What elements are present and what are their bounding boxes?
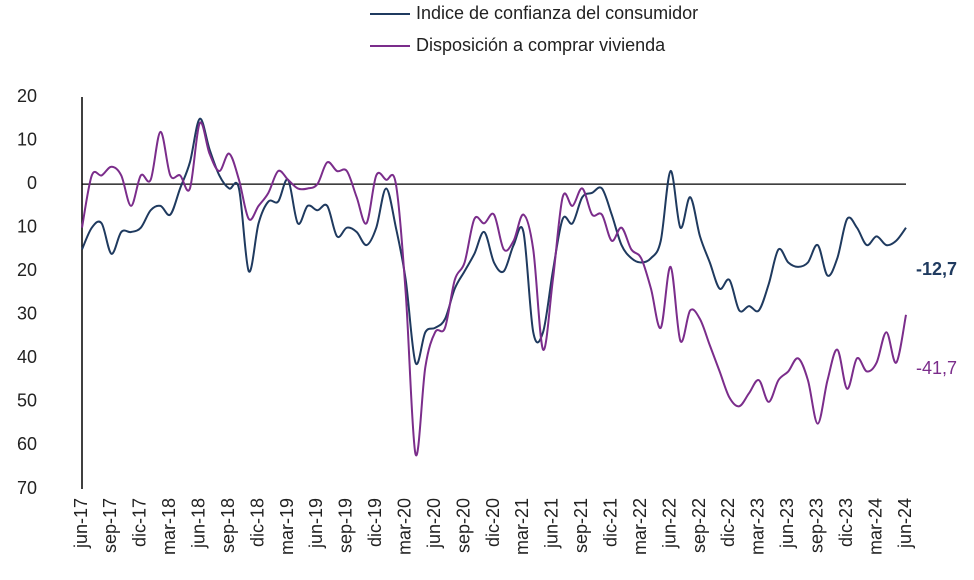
end-annotation: -12,7 [916, 259, 957, 279]
y-tick-label: 70 [17, 478, 37, 498]
x-tick-label: sep-21 [571, 498, 591, 553]
x-tick-label: jun-23 [777, 498, 797, 549]
x-tick-label: sep-18 [218, 498, 238, 553]
y-tick-label: 10 [17, 129, 37, 149]
x-tick-label: sep-17 [100, 498, 120, 553]
y-tick-label: 20 [17, 260, 37, 280]
series-line [81, 121, 907, 457]
x-tick-label: jun-21 [542, 498, 562, 549]
x-tick-label: dic-21 [600, 498, 620, 547]
x-tick-label: mar-19 [277, 498, 297, 555]
x-tick-label: dic-19 [365, 498, 385, 547]
x-tick-label: dic-20 [483, 498, 503, 547]
x-tick-label: dic-23 [836, 498, 856, 547]
x-tick-label: sep-20 [453, 498, 473, 553]
x-tick-label: mar-22 [630, 498, 650, 555]
x-tick-label: mar-23 [748, 498, 768, 555]
y-tick-label: 40 [17, 347, 37, 367]
y-tick-label: 20 [17, 86, 37, 106]
y-tick-label: 30 [17, 304, 37, 324]
y-tick-label: 10 [17, 216, 37, 236]
x-tick-label: jun-20 [424, 498, 444, 549]
x-tick-label: sep-23 [806, 498, 826, 553]
x-tick-label: jun-24 [895, 498, 915, 549]
y-tick-label: 0 [27, 173, 37, 193]
x-tick-label: sep-22 [689, 498, 709, 553]
end-annotation: -41,7 [916, 358, 957, 378]
legend-label: Disposición a comprar vivienda [416, 35, 666, 55]
y-tick-label: 60 [17, 434, 37, 454]
x-tick-label: jun-18 [188, 498, 208, 549]
series-line [81, 117, 907, 366]
y-tick-label: 50 [17, 391, 37, 411]
x-tick-label: mar-18 [159, 498, 179, 555]
legend-label: Indice de confianza del consumidor [416, 3, 698, 23]
x-tick-label: jun-22 [659, 498, 679, 549]
x-tick-label: mar-21 [512, 498, 532, 555]
x-tick-label: sep-19 [336, 498, 356, 553]
x-tick-label: jun-17 [71, 498, 91, 549]
x-tick-label: dic-17 [130, 498, 150, 547]
x-tick-label: mar-24 [865, 498, 885, 555]
x-tick-label: jun-19 [306, 498, 326, 549]
x-tick-label: mar-20 [394, 498, 414, 555]
x-tick-label: dic-22 [718, 498, 738, 547]
x-tick-label: dic-18 [247, 498, 267, 547]
